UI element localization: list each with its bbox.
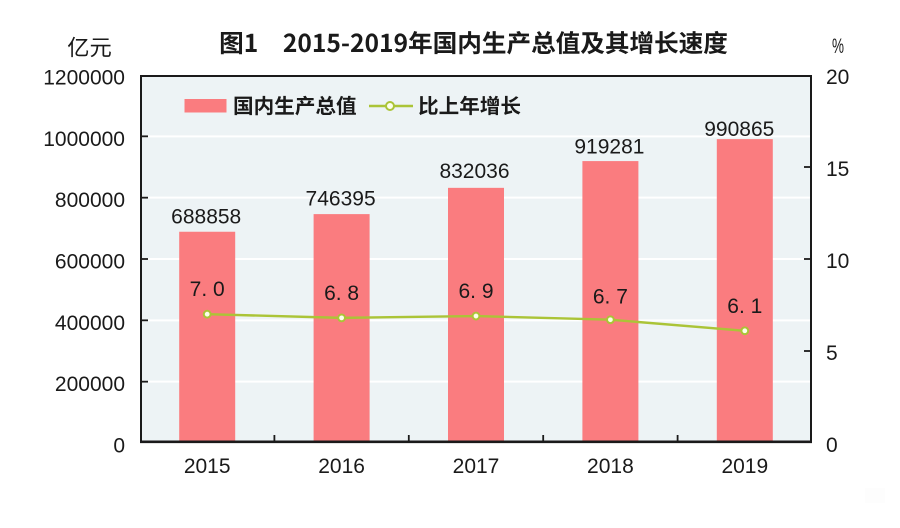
svg-text:6. 1: 6. 1: [727, 295, 762, 318]
svg-text:400000: 400000: [55, 312, 125, 335]
svg-text:832036: 832036: [439, 160, 509, 183]
svg-text:1000000: 1000000: [43, 128, 125, 151]
svg-text:800000: 800000: [55, 189, 125, 212]
svg-text:6. 7: 6. 7: [593, 286, 628, 309]
svg-text:746395: 746395: [306, 188, 376, 211]
svg-text:7. 0: 7. 0: [190, 278, 225, 301]
svg-text:6. 9: 6. 9: [458, 280, 493, 303]
svg-text:6. 8: 6. 8: [324, 282, 359, 305]
svg-text:2018: 2018: [587, 455, 634, 478]
svg-text:10: 10: [826, 250, 849, 273]
svg-text:0: 0: [113, 435, 125, 458]
svg-text:%: %: [832, 35, 844, 58]
svg-text:15: 15: [826, 158, 849, 181]
svg-text:0: 0: [826, 434, 838, 457]
svg-text:1200000: 1200000: [43, 67, 125, 90]
svg-text:2015: 2015: [184, 455, 231, 478]
svg-text:990865: 990865: [704, 118, 774, 141]
svg-text:5: 5: [826, 342, 838, 365]
svg-text:2017: 2017: [453, 455, 500, 478]
svg-text:2019: 2019: [721, 455, 768, 478]
svg-text:600000: 600000: [55, 251, 125, 274]
svg-text:200000: 200000: [55, 373, 125, 396]
svg-text:20: 20: [826, 66, 849, 89]
svg-text:688858: 688858: [171, 206, 241, 229]
svg-text:2016: 2016: [318, 455, 365, 478]
svg-text:919281: 919281: [574, 136, 644, 159]
